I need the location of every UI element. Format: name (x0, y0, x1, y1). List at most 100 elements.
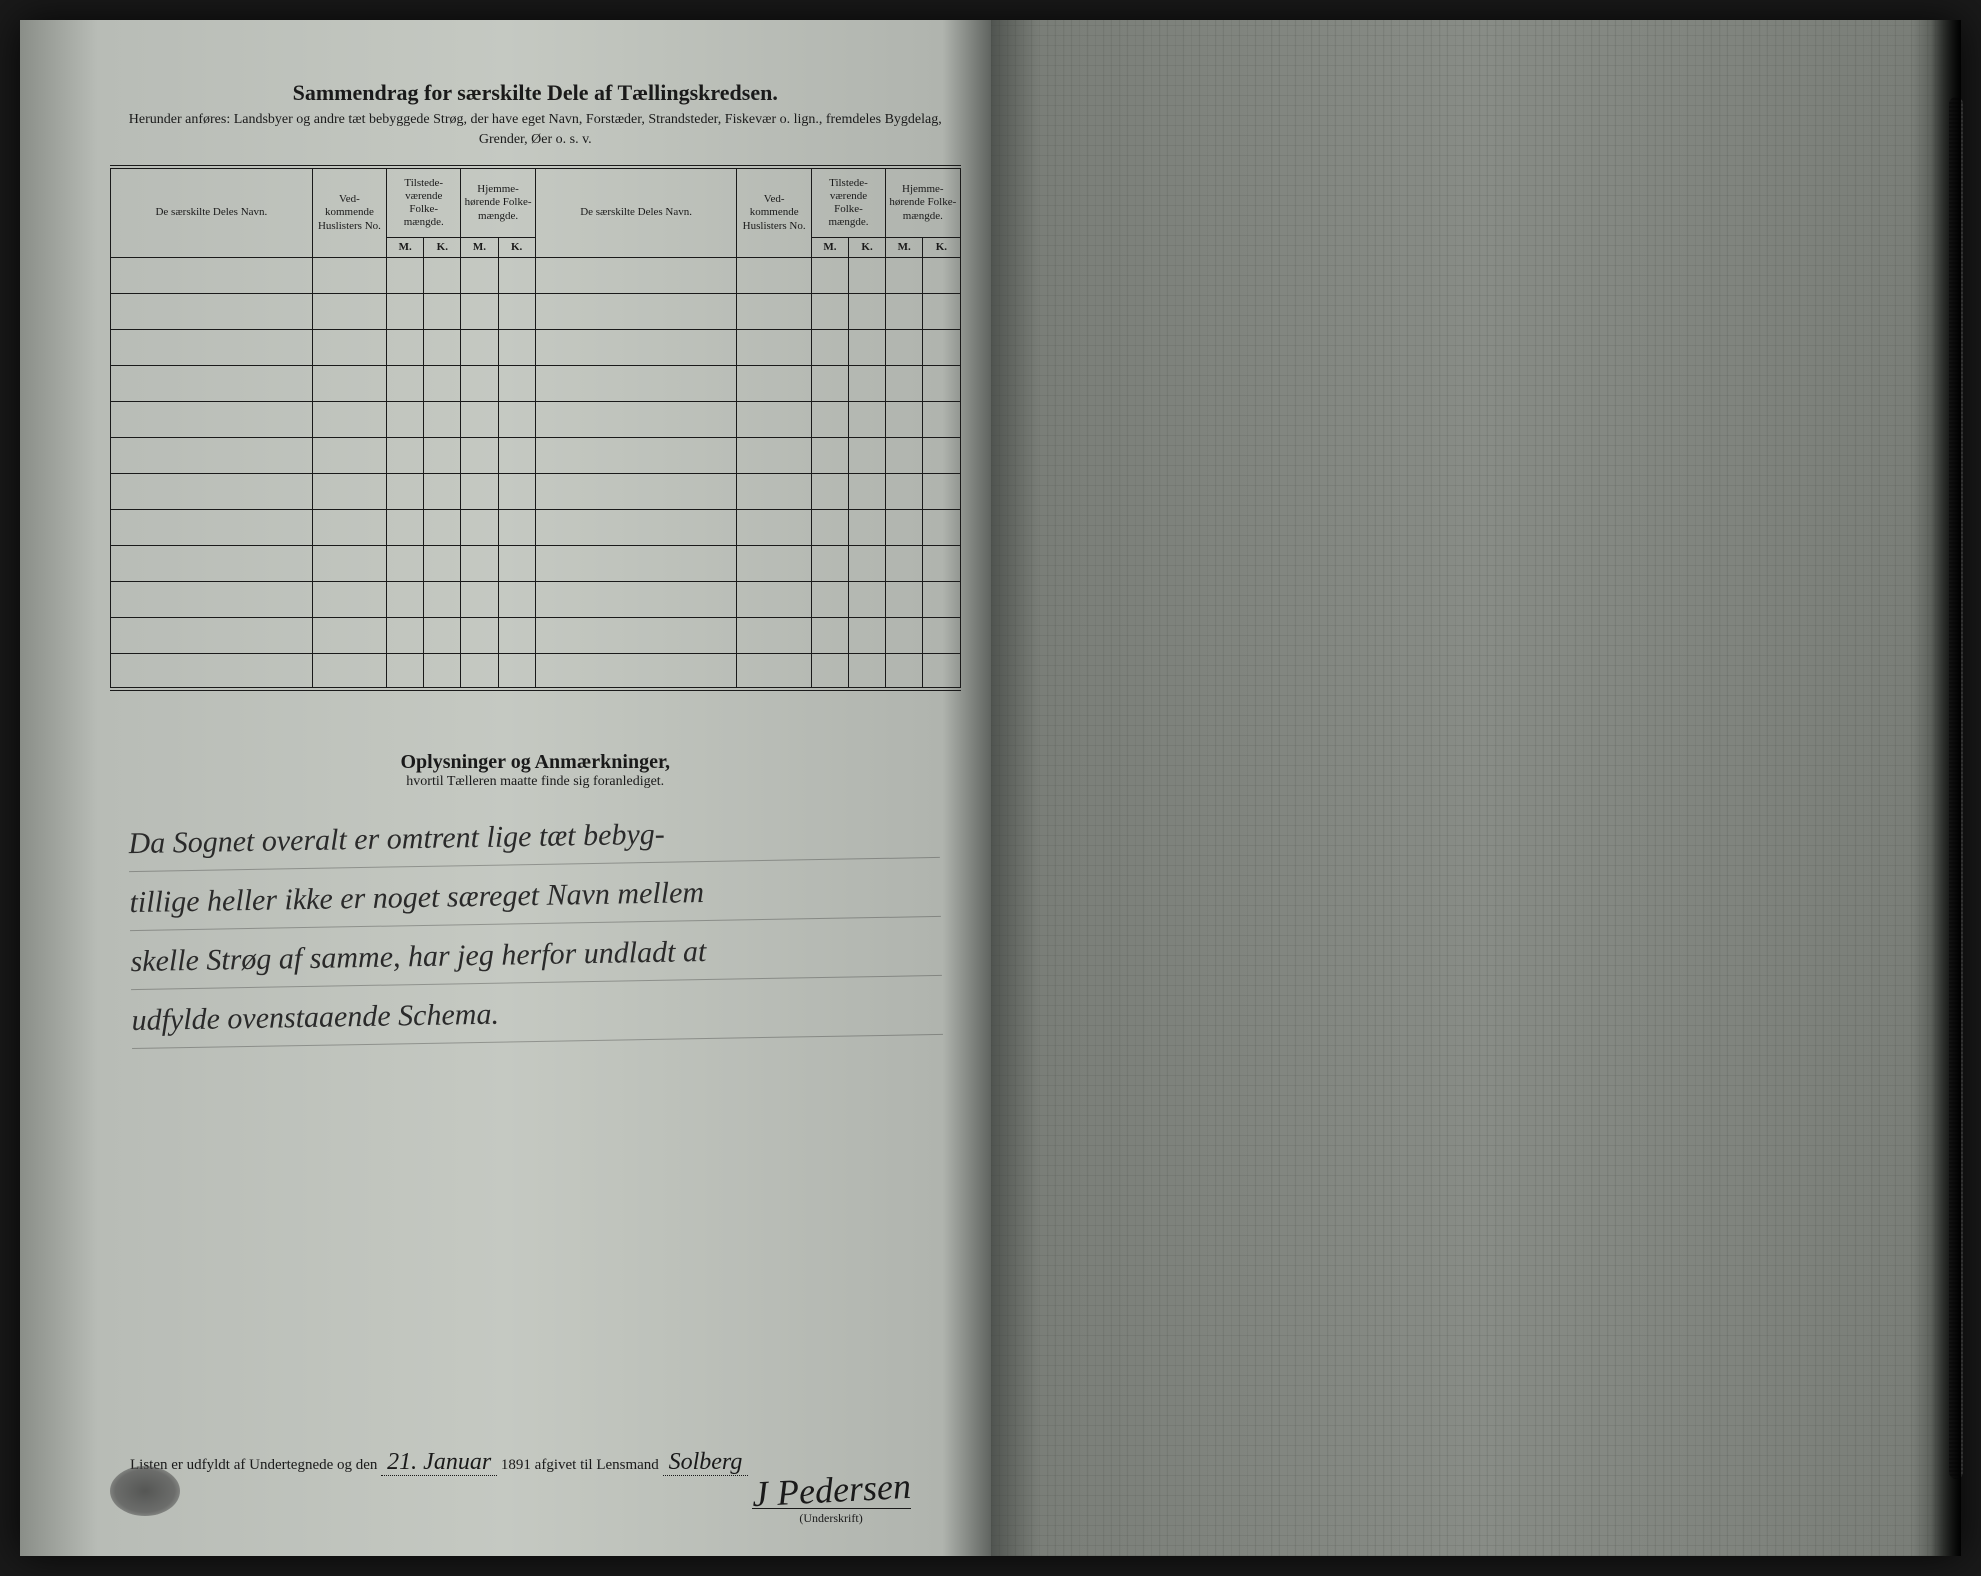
table-cell (424, 509, 461, 545)
table-cell (424, 437, 461, 473)
hw-line: tillige heller ikke er noget særeget Nav… (129, 862, 940, 931)
table-cell (535, 293, 737, 329)
table-cell (737, 473, 811, 509)
table-cell (461, 545, 498, 581)
table-cell (811, 509, 848, 545)
table-cell (111, 473, 313, 509)
table-cell (312, 653, 386, 689)
table-cell (811, 365, 848, 401)
table-cell (387, 617, 424, 653)
table-cell (737, 329, 811, 365)
table-cell (111, 617, 313, 653)
table-cell (461, 473, 498, 509)
table-cell (387, 257, 424, 293)
table-cell (535, 401, 737, 437)
table-cell (886, 293, 923, 329)
table-cell (461, 617, 498, 653)
table-cell (111, 257, 313, 293)
table-row (111, 437, 961, 473)
table-cell (312, 293, 386, 329)
sub-m: M. (387, 237, 424, 257)
page-subtitle: Herunder anføres: Landsbyer og andre tæt… (110, 110, 961, 149)
table-cell (424, 365, 461, 401)
table-cell (923, 653, 960, 689)
table-cell (886, 437, 923, 473)
table-cell (111, 329, 313, 365)
binding-edge (1949, 97, 1963, 1479)
table-cell (848, 509, 885, 545)
table-cell (886, 509, 923, 545)
table-cell (848, 653, 885, 689)
footer-date-handwritten: 21. Januar (381, 1449, 497, 1476)
hw-line: Da Sognet overalt er omtrent lige tæt be… (128, 803, 939, 872)
table-cell (737, 617, 811, 653)
col-no-1: Ved- kommende Huslisters No. (312, 167, 386, 257)
table-cell (848, 617, 885, 653)
table-cell (535, 437, 737, 473)
table-cell (498, 401, 535, 437)
table-cell (737, 257, 811, 293)
table-cell (111, 293, 313, 329)
table-cell (424, 473, 461, 509)
table-cell (387, 401, 424, 437)
hw-line: skelle Strøg af samme, har jeg herfor un… (130, 921, 941, 990)
table-row (111, 257, 961, 293)
table-cell (461, 401, 498, 437)
table-cell (387, 365, 424, 401)
col-hjemme-1: Hjemme- hørende Folke- mængde. (461, 167, 535, 237)
table-cell (886, 545, 923, 581)
thumb-shadow (110, 1466, 180, 1516)
table-cell (923, 401, 960, 437)
table-cell (848, 401, 885, 437)
table-cell (111, 653, 313, 689)
table-cell (312, 365, 386, 401)
table-cell (111, 509, 313, 545)
table-row (111, 473, 961, 509)
table-head: De særskilte Deles Navn. Ved- kommende H… (111, 167, 961, 257)
table-cell (737, 293, 811, 329)
col-name-1: De særskilte Deles Navn. (111, 167, 313, 257)
handwritten-remarks: Da Sognet overalt er omtrent lige tæt be… (108, 803, 962, 1050)
col-no-2: Ved- kommende Huslisters No. (737, 167, 811, 257)
table-cell (312, 581, 386, 617)
footer-prefix: Listen er udfyldt af Undertegnede og den (130, 1457, 377, 1473)
table-cell (923, 437, 960, 473)
table-cell (535, 329, 737, 365)
table-cell (535, 509, 737, 545)
table-cell (312, 329, 386, 365)
table-row (111, 293, 961, 329)
table-cell (461, 509, 498, 545)
table-cell (848, 293, 885, 329)
table-cell (811, 401, 848, 437)
table-cell (923, 329, 960, 365)
table-cell (111, 581, 313, 617)
table-header-row: De særskilte Deles Navn. Ved- kommende H… (111, 167, 961, 237)
right-page-blank (991, 20, 1962, 1556)
table-row (111, 509, 961, 545)
table-cell (461, 437, 498, 473)
table-cell (923, 617, 960, 653)
table-cell (923, 545, 960, 581)
remarks-subtitle: hvortil Tælleren maatte finde sig foranl… (110, 774, 961, 790)
table-cell (461, 257, 498, 293)
table-cell (886, 365, 923, 401)
table-cell (387, 437, 424, 473)
census-table: De særskilte Deles Navn. Ved- kommende H… (110, 165, 961, 691)
table-cell (811, 653, 848, 689)
table-cell (848, 365, 885, 401)
table-cell (111, 545, 313, 581)
table-row (111, 329, 961, 365)
table-cell (923, 257, 960, 293)
table-cell (498, 617, 535, 653)
table-cell (498, 293, 535, 329)
table-row (111, 617, 961, 653)
col-hjemme-2: Hjemme- hørende Folke- mængde. (886, 167, 960, 237)
sub-k: K. (424, 237, 461, 257)
table-cell (886, 329, 923, 365)
col-tilstede-2: Tilstede- værende Folke- mængde. (811, 167, 885, 237)
table-cell (498, 545, 535, 581)
table-cell (811, 437, 848, 473)
table-cell (737, 545, 811, 581)
table-cell (886, 473, 923, 509)
table-cell (312, 545, 386, 581)
